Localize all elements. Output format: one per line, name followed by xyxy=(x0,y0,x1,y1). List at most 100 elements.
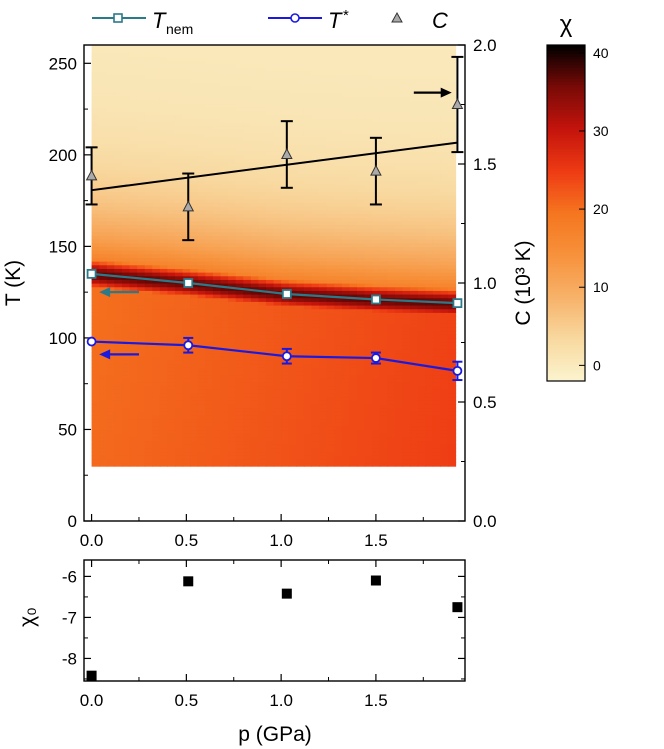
heatmap-cell xyxy=(402,206,411,211)
heatmap-cell xyxy=(334,191,343,196)
heatmap-cell xyxy=(341,88,350,94)
heatmap-cell xyxy=(349,228,358,233)
heatmap-cell xyxy=(250,381,259,387)
heatmap-cell xyxy=(303,261,313,266)
heatmap-cell xyxy=(99,239,108,244)
heatmap-cell xyxy=(152,224,161,229)
heatmap-cell xyxy=(250,162,259,167)
heatmap-cell xyxy=(402,425,411,431)
heatmap-cell xyxy=(197,48,206,53)
heatmap-cell xyxy=(197,286,206,291)
heatmap-cell xyxy=(220,96,229,101)
heatmap-cell xyxy=(190,341,199,346)
heatmap-cell xyxy=(281,381,290,387)
heatmap-cell xyxy=(137,224,146,229)
heatmap-cell xyxy=(144,418,153,423)
heatmap-cell xyxy=(159,462,169,467)
heatmap-cell xyxy=(99,129,108,134)
heatmap-cell xyxy=(402,418,411,423)
heatmap-cell xyxy=(326,162,335,167)
heatmap-cell xyxy=(91,85,100,90)
heatmap-cell xyxy=(265,374,275,379)
heatmap-cell xyxy=(402,176,411,182)
heatmap-cell xyxy=(394,202,404,207)
heatmap-cell xyxy=(311,92,320,97)
heatmap-cell xyxy=(303,169,313,174)
heatmap-cell xyxy=(243,132,252,138)
heatmap-cell xyxy=(243,290,252,295)
heatmap-cell xyxy=(296,348,305,354)
heatmap-cell xyxy=(334,352,343,357)
heatmap-cell xyxy=(167,169,176,174)
heatmap-cell xyxy=(106,217,115,222)
heatmap-cell xyxy=(167,414,176,420)
heatmap-cell xyxy=(288,334,297,339)
heatmap-cell xyxy=(250,330,259,335)
heatmap-cell xyxy=(243,268,252,273)
heatmap-cell xyxy=(106,88,115,94)
heatmap-cell xyxy=(220,162,229,167)
heatmap-cell xyxy=(379,257,388,262)
heatmap-cell xyxy=(410,283,419,288)
heatmap-cell xyxy=(341,418,350,423)
heatmap-cell xyxy=(144,48,153,53)
heatmap-cell xyxy=(296,297,305,302)
heatmap-cell xyxy=(152,392,161,398)
heatmap-cell xyxy=(137,246,146,251)
heatmap-cell xyxy=(356,231,366,236)
heatmap-cell xyxy=(349,202,358,207)
heatmap-cell xyxy=(129,403,138,409)
heatmap-cell xyxy=(159,209,169,215)
heatmap-cell xyxy=(144,63,153,68)
heatmap-cell xyxy=(167,184,176,189)
heatmap-cell xyxy=(379,114,388,119)
heatmap-cell xyxy=(394,381,404,387)
heatmap-cell xyxy=(228,304,237,310)
heatmap-cell xyxy=(228,444,237,449)
heatmap-cell xyxy=(228,59,237,64)
heatmap-cell xyxy=(402,74,411,79)
heatmap-cell xyxy=(152,220,161,226)
heatmap-cell xyxy=(91,418,100,423)
heatmap-cell xyxy=(356,118,366,123)
heatmap-cell xyxy=(144,337,153,343)
heatmap-cell xyxy=(334,213,343,218)
heatmap-cell xyxy=(121,136,131,141)
heatmap-cell xyxy=(281,220,290,226)
heatmap-cell xyxy=(394,81,404,86)
heatmap-cell xyxy=(319,184,328,189)
heatmap-cell xyxy=(326,264,335,269)
heatmap-cell xyxy=(296,396,305,401)
heatmap-cell xyxy=(129,228,138,233)
heatmap-cell xyxy=(296,323,305,328)
heatmap-cell xyxy=(296,312,305,317)
heatmap-cell xyxy=(212,385,222,390)
heatmap-cell xyxy=(152,206,161,211)
heatmap-cell xyxy=(137,345,146,350)
heatmap-cell xyxy=(152,151,161,156)
heatmap-cell xyxy=(334,154,343,160)
heatmap-cell xyxy=(349,103,358,108)
heatmap-cell xyxy=(114,129,123,134)
heatmap-cell xyxy=(402,103,411,108)
heatmap-cell xyxy=(296,451,305,456)
heatmap-cell xyxy=(341,348,350,354)
heatmap-cell xyxy=(319,224,328,229)
heatmap-cell xyxy=(243,275,252,280)
heatmap-cell xyxy=(152,451,161,456)
heatmap-cell xyxy=(341,77,350,83)
heatmap-cell xyxy=(152,246,161,251)
heatmap-cell xyxy=(106,110,115,116)
heatmap-cell xyxy=(326,143,335,149)
heatmap-cell xyxy=(265,187,275,193)
heatmap-cell xyxy=(212,118,222,123)
heatmap-cell xyxy=(235,195,244,200)
heatmap-cell xyxy=(288,308,297,313)
heatmap-cell xyxy=(99,198,108,204)
heatmap-cell xyxy=(144,326,153,332)
heatmap-cell xyxy=(288,206,297,211)
heatmap-cell xyxy=(197,429,206,434)
heatmap-cell xyxy=(197,162,206,167)
heatmap-cell xyxy=(364,70,373,75)
heatmap-cell xyxy=(190,392,199,398)
